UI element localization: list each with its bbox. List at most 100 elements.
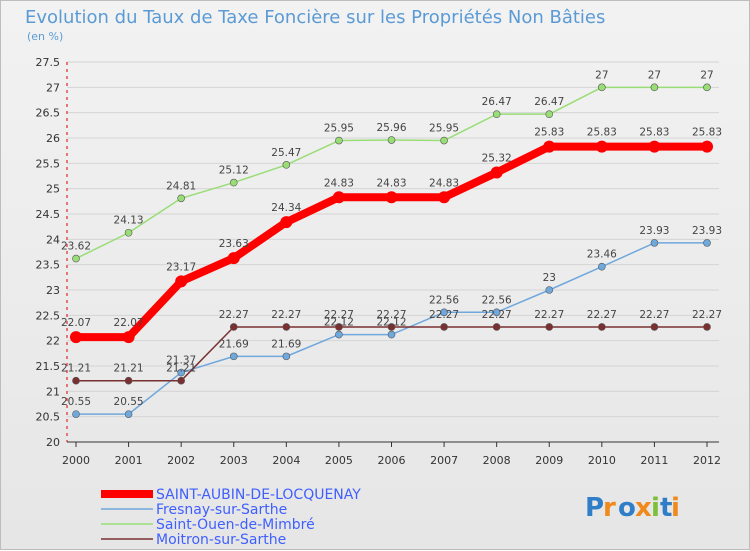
data-point [490,166,503,179]
data-point [701,140,713,153]
data-label: 23 [543,272,556,284]
data-point [282,352,291,361]
data-point [122,331,135,344]
data-label: 22.27 [376,309,406,321]
data-label: 22.12 [324,317,354,329]
data-point [177,368,185,377]
legend-label: Saint-Ouen-de-Mimbré [156,517,315,533]
data-label: 22.56 [429,294,459,306]
y-tick-label: 22.5 [36,309,61,322]
data-label: 23.17 [166,261,196,273]
data-point [440,323,448,331]
data-label: 24.13 [114,215,144,227]
data-point [177,194,185,203]
x-tick-label: 2004 [272,454,300,467]
data-point [440,308,448,317]
x-tick-label: 2000 [62,454,90,467]
data-point [595,140,608,153]
data-label: 20.55 [61,396,91,408]
data-point [492,308,501,317]
data-label: 25.12 [219,165,249,177]
legend-label: Moitron-sur-Sarthe [156,532,286,548]
data-point [492,110,501,118]
data-point [650,83,659,92]
data-label: 22.27 [692,309,722,321]
series-saint-ouen-de-mimbre [72,83,711,263]
data-label: 24.83 [324,177,354,189]
data-label: 25.83 [587,127,617,139]
data-label: 21.21 [61,363,91,375]
data-point [124,410,133,418]
data-label: 25.95 [324,123,354,135]
x-tick-label: 2001 [115,454,143,467]
data-label: 26.47 [482,96,512,108]
data-label: 22.27 [639,309,669,321]
legend-item: Fresnay-sur-Sarthe [101,502,287,518]
y-tick-label: 24.5 [36,208,61,221]
data-point [492,323,501,331]
data-label: 25.83 [639,127,669,139]
data-point [387,323,396,331]
data-label: 22.07 [114,317,144,329]
series-moitron-sur-sarthe [72,323,711,385]
data-point [387,136,396,144]
y-tick-label: 25.5 [36,157,61,170]
x-tick-label: 2002 [167,454,195,467]
x-tick-label: 2010 [588,454,616,467]
y-tick-label: 21.5 [36,360,61,373]
data-point [335,330,343,339]
data-label: 23.62 [61,241,91,253]
data-label: 23.63 [219,238,249,250]
chart-title: Evolution du Taux de Taxe Foncière sur l… [25,7,605,28]
logo-letter: x [635,493,652,523]
legend-item: SAINT-AUBIN-DE-LOCQUENAY [101,487,361,503]
data-label: 23.46 [587,249,617,261]
y-tick-label: 27.5 [36,56,61,69]
legend: SAINT-AUBIN-DE-LOCQUENAYFresnay-sur-Sart… [101,487,361,548]
label-layer: 22.07 22.07 23.17 23.63 24.34 24.83 24.83 24.83… [61,69,722,408]
legend-label: SAINT-AUBIN-DE-LOCQUENAY [156,487,361,503]
y-tick-label: 20.5 [36,411,61,424]
x-tick-label: 2011 [640,454,668,467]
data-point [280,216,293,229]
x-tick-label: 2006 [378,454,406,467]
logo-letter: i [671,493,680,523]
data-label: 25.96 [376,122,406,134]
series-layer [70,83,713,418]
y-tick-label: 26 [46,132,60,145]
data-point [177,376,185,385]
data-point [229,352,238,361]
data-label: 22.27 [534,309,564,321]
data-label: 22.12 [376,317,406,329]
data-label: 22.27 [219,309,249,321]
data-point [229,323,238,331]
legend-label: Fresnay-sur-Sarthe [156,502,287,518]
data-label: 22.27 [324,309,354,321]
x-tick-label: 2003 [220,454,248,467]
data-label: 22.27 [587,309,617,321]
data-label: 26.47 [534,96,564,108]
data-point [545,323,554,331]
data-point [703,83,711,92]
data-point [282,323,291,331]
data-label: 22.27 [429,309,459,321]
data-point [438,191,451,204]
y-tick-label: 21 [46,385,60,398]
y-tick-label: 24 [46,233,60,246]
logo-letter: P [585,493,604,523]
data-point [332,191,345,204]
data-point [72,376,80,385]
data-label: 22.56 [482,294,512,306]
data-point [703,239,711,247]
logo-letter: r [603,493,616,523]
data-point [124,376,133,385]
data-point [387,330,396,339]
data-point [124,228,133,237]
data-label: 22.27 [271,309,301,321]
y-tick-label: 23.5 [36,259,61,272]
data-label: 20.55 [114,396,144,408]
data-label: 25.32 [482,152,512,164]
data-label: 24.34 [271,202,301,214]
